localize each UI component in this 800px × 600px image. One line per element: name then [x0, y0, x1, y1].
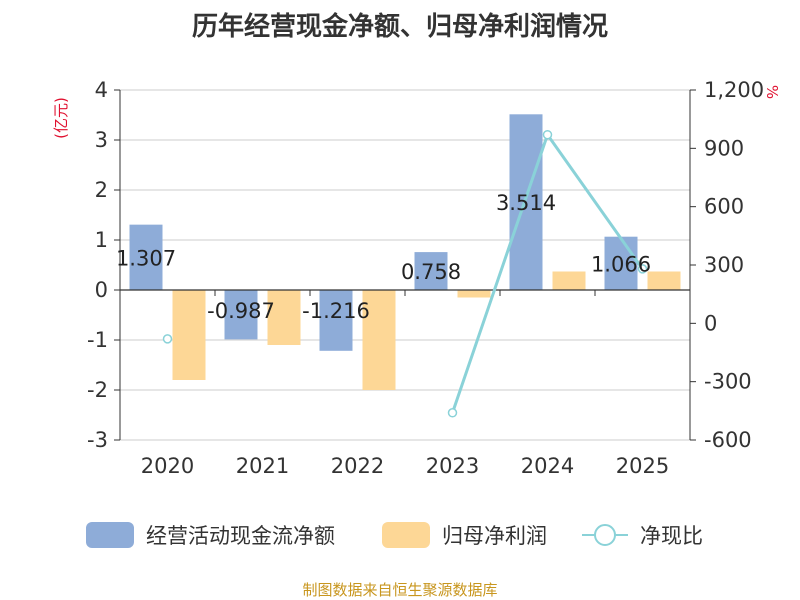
- legend: 经营活动现金流净额 归母净利润 净现比: [86, 522, 703, 548]
- bar: [129, 224, 163, 290]
- x-tick-label: 2023: [426, 454, 479, 478]
- ratio-point: [447, 408, 458, 418]
- data-label: 1.307: [116, 246, 176, 270]
- left-tick-label: 2: [95, 178, 108, 202]
- x-tick-label: 2021: [236, 454, 289, 478]
- x-tick-label: 2020: [141, 454, 194, 478]
- right-tick-label: -300: [704, 370, 752, 394]
- data-label: -1.216: [302, 299, 370, 323]
- legend-swatch: [382, 522, 430, 548]
- bar: [604, 236, 638, 290]
- bar: [414, 252, 448, 290]
- right-tick-label: 600: [704, 195, 744, 219]
- right-tick-label: 0: [704, 311, 717, 335]
- chart-title: 历年经营现金净额、归母净利润情况: [191, 12, 608, 42]
- bar: [172, 290, 206, 380]
- ratio-point: [162, 334, 173, 344]
- left-tick-label: 0: [95, 278, 108, 302]
- grid-lines: [120, 89, 690, 441]
- left-tick-label: 3: [95, 128, 108, 152]
- data-label: -0.987: [207, 299, 275, 323]
- bar: [267, 290, 301, 345]
- ratio-point: [637, 264, 648, 274]
- bar: [319, 290, 353, 351]
- bar: [457, 290, 491, 298]
- legend-label: 净现比: [640, 524, 703, 548]
- left-tick-label: -2: [87, 378, 108, 402]
- bar: [647, 271, 681, 290]
- legend-label: 归母净利润: [442, 524, 547, 548]
- left-axis-unit: (亿元): [52, 97, 70, 139]
- legend-swatch: [86, 522, 134, 548]
- source-note: 制图数据来自恒生聚源数据库: [302, 581, 498, 599]
- x-tick-label: 2025: [616, 454, 669, 478]
- axes: 4 3 2 1 0 -1 -2 -3 1,200 900 600 300 0 -300 -600 2020 20…: [87, 78, 764, 478]
- left-tick-label: -1: [87, 328, 108, 352]
- right-tick-label: -600: [704, 428, 752, 452]
- right-tick-label: 900: [704, 136, 744, 160]
- data-label: 0.758: [401, 260, 461, 284]
- ratio-point: [542, 129, 553, 140]
- x-tick-label: 2022: [331, 454, 384, 478]
- data-label: 3.514: [496, 191, 556, 215]
- data-label: 1.066: [591, 252, 651, 276]
- left-tick-label: -3: [87, 428, 108, 452]
- x-tick-label: 2024: [521, 454, 574, 478]
- left-tick-label: 4: [95, 78, 108, 102]
- legend-marker: [594, 524, 616, 546]
- right-tick-label: 300: [704, 253, 744, 277]
- right-tick-label: 1,200: [704, 78, 764, 102]
- legend-label: 经营活动现金流净额: [146, 524, 335, 548]
- right-axis-unit: %: [763, 85, 781, 99]
- ratio-line: [162, 129, 648, 418]
- bar: [552, 271, 586, 290]
- bar: [224, 290, 258, 340]
- data-labels: 1.307 -0.987 -1.216 0.758 3.514 1.066: [116, 191, 651, 323]
- bar: [362, 290, 396, 390]
- left-tick-label: 1: [95, 228, 108, 252]
